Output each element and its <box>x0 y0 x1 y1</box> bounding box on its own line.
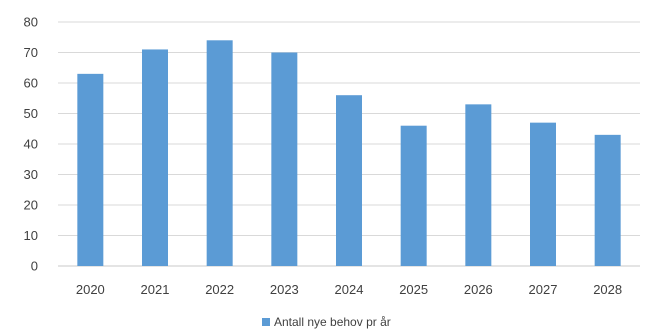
x-axis-ticks: 2020 2021 2022 2023 2024 2025 2026 2027 2028 <box>76 282 622 297</box>
bar-2027 <box>530 122 556 267</box>
x-tick-label: 2025 <box>399 282 428 297</box>
x-tick-label: 2026 <box>464 282 493 297</box>
x-tick-label: 2024 <box>335 282 364 297</box>
y-tick-label: 10 <box>24 228 38 243</box>
y-tick-label: 50 <box>24 106 38 121</box>
y-tick-label: 60 <box>24 76 38 91</box>
y-axis-ticks: 0 10 20 30 40 50 60 70 80 <box>24 15 38 274</box>
y-tick-label: 0 <box>31 259 38 274</box>
legend-label: Antall nye behov pr år <box>274 315 391 329</box>
bar-2020 <box>77 73 104 266</box>
x-tick-label: 2020 <box>76 282 105 297</box>
bar-2024 <box>336 95 362 266</box>
y-tick-label: 20 <box>24 198 38 213</box>
legend-swatch <box>262 318 270 326</box>
y-tick-label: 40 <box>24 137 38 152</box>
y-tick-label: 30 <box>24 167 38 182</box>
bar-2022 <box>206 40 233 266</box>
y-tick-label: 70 <box>24 45 38 60</box>
x-tick-label: 2021 <box>141 282 170 297</box>
x-tick-label: 2027 <box>529 282 558 297</box>
legend: Antall nye behov pr år <box>262 315 391 329</box>
bar-2026 <box>465 104 492 266</box>
bar-2023 <box>271 52 298 266</box>
bar-2025 <box>400 125 427 266</box>
y-tick-label: 80 <box>24 15 38 30</box>
bars <box>77 40 621 267</box>
x-tick-label: 2022 <box>205 282 234 297</box>
bar-2028 <box>594 134 621 266</box>
bar-2021 <box>142 49 168 267</box>
x-tick-label: 2023 <box>270 282 299 297</box>
x-tick-label: 2028 <box>593 282 622 297</box>
